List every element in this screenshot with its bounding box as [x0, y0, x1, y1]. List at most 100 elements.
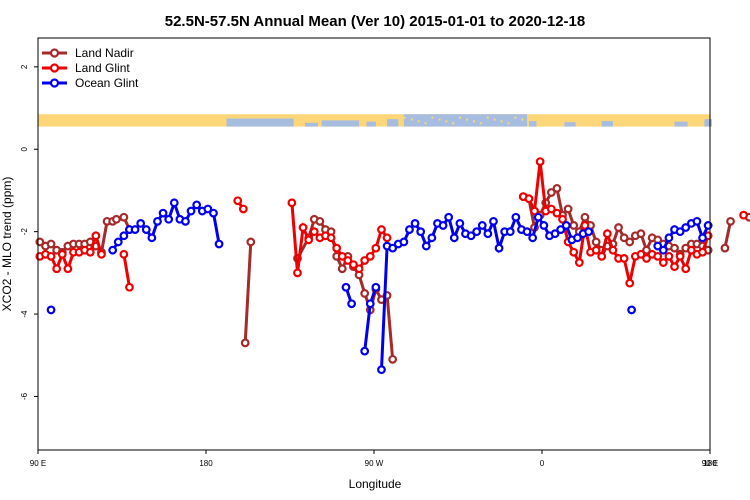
data-point [315, 216, 325, 226]
data-point [686, 245, 696, 255]
data-point [332, 243, 342, 253]
island-speck [507, 122, 510, 125]
data-point [46, 239, 56, 249]
data-point [186, 206, 196, 216]
data-point [377, 365, 386, 375]
data-point [347, 299, 357, 309]
data-point [591, 237, 601, 247]
island-speck [431, 116, 434, 119]
legend-item: Ocean Glint [42, 76, 139, 90]
island-speck [438, 118, 441, 121]
data-point [455, 218, 465, 228]
data-point [619, 233, 629, 243]
data-point [309, 227, 319, 237]
data-point [449, 233, 459, 243]
data-point [416, 227, 426, 237]
data-point [399, 237, 409, 247]
data-point [293, 268, 302, 278]
data-point [119, 231, 129, 241]
data-point [658, 245, 668, 255]
legend-item: Land Glint [42, 61, 130, 75]
x-tick-label: 180 [703, 459, 717, 468]
data-point [119, 249, 129, 259]
island-speck [445, 120, 448, 123]
data-point [371, 243, 381, 253]
series-line [380, 213, 590, 370]
island-speck [479, 122, 482, 125]
data-point [466, 231, 476, 241]
data-point [552, 208, 562, 218]
island-speck [410, 118, 413, 121]
y-tick-label: -6 [20, 392, 29, 400]
data-point [574, 258, 584, 267]
island-speck [466, 118, 469, 121]
data-point [614, 223, 623, 232]
ocean-patch [528, 121, 537, 127]
data-point [522, 227, 532, 237]
legend-label: Land Glint [75, 61, 130, 75]
y-axis: 2 0 -2 -4 -6 [20, 64, 38, 400]
ocean-patch [403, 114, 528, 127]
data-point [561, 221, 571, 230]
data-point [608, 245, 618, 255]
legend-swatch-marker [49, 48, 60, 58]
data-point [552, 183, 562, 193]
data-point [602, 229, 612, 239]
data-point [597, 251, 607, 261]
data-point [533, 212, 543, 222]
data-point [158, 208, 168, 218]
series-line [723, 220, 732, 249]
data-point [410, 218, 420, 228]
data-point [670, 243, 679, 253]
data-point [627, 305, 636, 315]
island-speck [493, 118, 496, 121]
x-axis-label: Longitude [349, 477, 402, 491]
data-point [472, 227, 482, 237]
data-point [147, 233, 157, 243]
data-point [238, 204, 248, 214]
island-speck [417, 120, 420, 123]
y-axis-label: XCO2 - MLO trend (ppm) [0, 177, 14, 312]
data-point [246, 237, 256, 247]
data-point [720, 243, 730, 253]
data-point [494, 243, 504, 253]
island-speck [452, 122, 455, 125]
data-point [130, 225, 140, 234]
data-point [192, 200, 202, 210]
series-line [243, 241, 253, 343]
data-point [591, 245, 601, 255]
ocean-patch [366, 121, 376, 127]
island-speck [500, 120, 503, 123]
data-point [57, 249, 67, 259]
data-point [483, 229, 493, 239]
data-point [97, 249, 106, 259]
data-point [153, 216, 162, 226]
data-point [739, 210, 748, 220]
legend-label: Land Nadir [75, 46, 134, 60]
data-point [63, 264, 73, 274]
data-point [573, 233, 582, 243]
data-point [181, 216, 190, 226]
land-mask-band [38, 114, 712, 127]
ocean-patch [387, 119, 399, 127]
data-point [240, 338, 250, 348]
data-point [636, 229, 646, 239]
x-tick-label: 180 [199, 459, 213, 468]
data-point [341, 282, 351, 292]
data-point [371, 282, 381, 292]
data-point [625, 278, 635, 288]
data-point [382, 233, 392, 243]
data-point [427, 233, 437, 243]
island-speck [472, 120, 475, 123]
data-point [658, 258, 668, 267]
x-tick-label: 90 E [30, 459, 46, 468]
data-point [46, 305, 56, 315]
data-point [558, 214, 567, 224]
data-point [580, 212, 590, 222]
data-point [405, 225, 414, 234]
series-line [122, 254, 131, 288]
data-point [46, 251, 56, 261]
data-point [636, 249, 646, 259]
data-point [550, 229, 560, 239]
data-point [619, 254, 629, 263]
